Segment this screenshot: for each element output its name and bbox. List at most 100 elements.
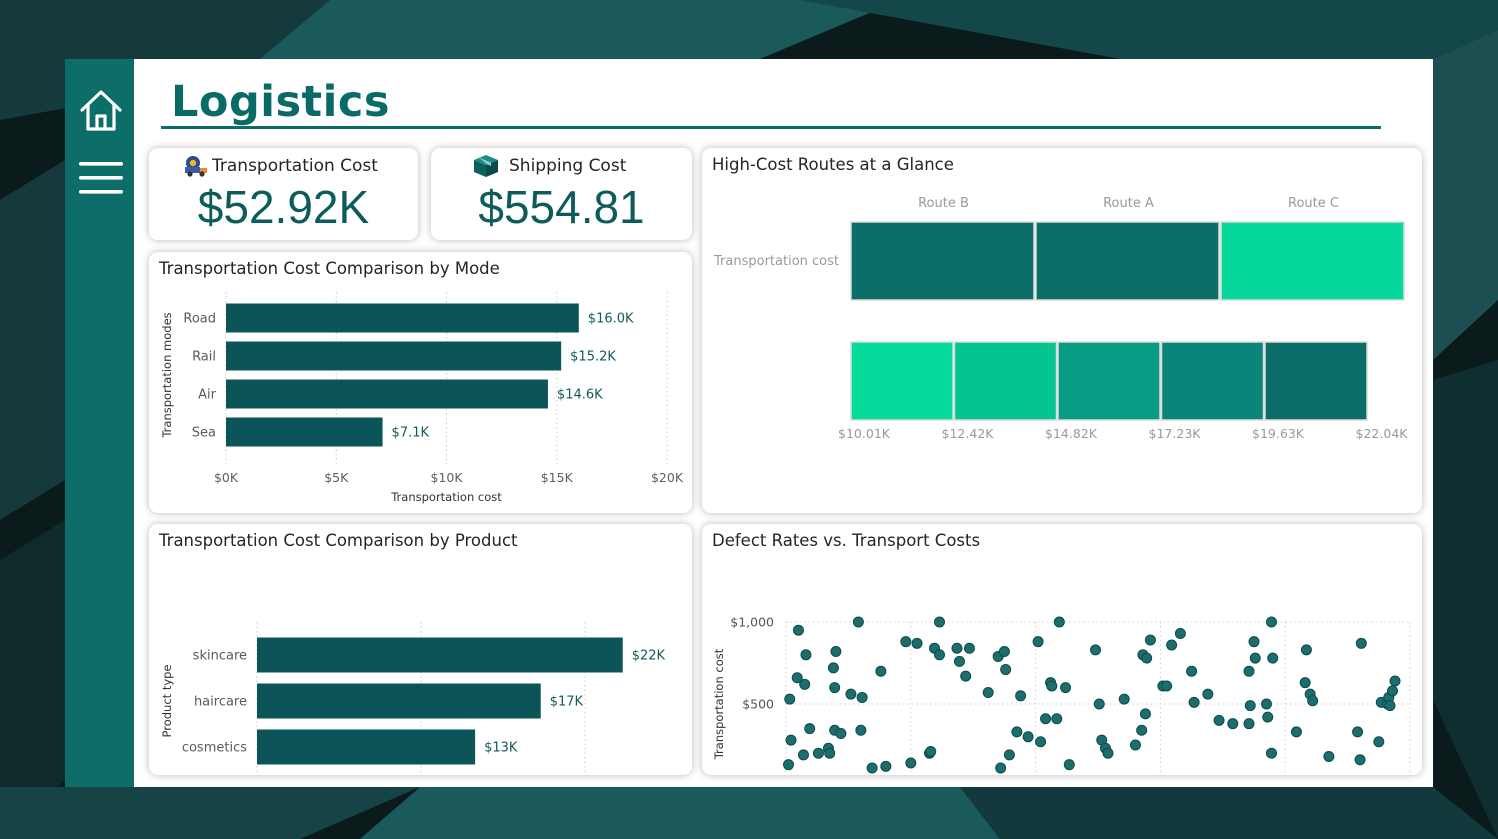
data-point: [1202, 688, 1214, 700]
kpi-label: Shipping Cost: [509, 156, 627, 176]
data-point: [905, 757, 917, 769]
data-point: [1139, 708, 1151, 720]
kpi-card-transportation-cost: Transportation Cost $52.92K: [149, 148, 418, 240]
chart-title: Transportation Cost Comparison by Mode: [159, 259, 500, 278]
data-point: [1387, 685, 1399, 697]
data-point: [797, 749, 809, 761]
data-point: [855, 724, 867, 736]
data-point: [784, 693, 796, 705]
data-point: [1032, 636, 1044, 648]
legend-swatch: [953, 341, 1058, 421]
x-tick-label: $0K: [214, 470, 239, 485]
data-point: [982, 687, 994, 699]
data-point: [1188, 696, 1200, 708]
data-point: [782, 759, 794, 771]
column-label: Route B: [918, 196, 969, 211]
column-label: Route C: [1288, 196, 1339, 211]
legend-swatch: [1057, 341, 1161, 421]
bar: [226, 341, 562, 371]
chart-card-routes: High-Cost Routes at a Glance Transportat…: [702, 148, 1422, 513]
defects-scatter-chart: 012345$0$500$1,000Defect ratesTransporta…: [712, 615, 1411, 775]
home-icon[interactable]: [79, 87, 123, 133]
data-point: [1290, 726, 1302, 738]
data-point: [829, 682, 841, 694]
legend-swatch: [1264, 341, 1368, 421]
y-tick-label: $1,000: [730, 615, 774, 630]
data-point: [799, 678, 811, 690]
data-point: [1015, 690, 1027, 702]
data-point: [875, 665, 887, 677]
kpi-value: $554.81: [478, 181, 645, 233]
y-axis-label: Transportation modes: [160, 312, 174, 438]
category-label: Road: [183, 312, 216, 327]
kpi-value: $52.92K: [197, 181, 370, 233]
data-point: [835, 728, 847, 740]
data-point: [1093, 698, 1105, 710]
chart-title: Transportation Cost Comparison by Produc…: [159, 531, 518, 550]
legend-swatch: [1160, 341, 1265, 421]
data-point: [1265, 747, 1277, 759]
data-label: $17K: [550, 695, 584, 710]
data-point: [1186, 665, 1198, 677]
data-point: [1243, 718, 1255, 730]
data-point: [804, 723, 816, 735]
chart-card-defects: Defect Rates vs. Transport Costs 012345$…: [702, 524, 1422, 775]
title-divider: [161, 126, 1381, 129]
data-point: [1267, 652, 1279, 664]
chart-card-product: Transportation Cost Comparison by Produc…: [149, 524, 692, 775]
mode-bar-chart: $0K $5K $10K $15K $20K Road $16.0K Rail $15.2K Ai…: [160, 292, 684, 504]
category-label: skincare: [193, 649, 247, 664]
page-title: Logistics: [171, 77, 390, 127]
data-point: [1022, 731, 1034, 743]
data-point: [1174, 627, 1186, 639]
data-point: [925, 746, 937, 758]
data-point: [792, 624, 804, 636]
data-point: [998, 646, 1010, 658]
data-point: [1244, 700, 1256, 712]
x-tick-label: $15K: [541, 470, 574, 485]
data-point: [934, 616, 946, 628]
x-tick-label: $10K: [430, 470, 463, 485]
data-point: [1090, 644, 1102, 656]
chart-card-mode: Transportation Cost Comparison by Mode $…: [149, 252, 692, 513]
data-point: [1373, 736, 1385, 748]
data-label: $13K: [484, 741, 518, 756]
category-label: cosmetics: [182, 741, 247, 756]
bar: [257, 637, 623, 673]
data-point: [1141, 652, 1153, 664]
data-point: [856, 691, 868, 703]
row-label: Transportation cost: [713, 254, 839, 269]
data-label: $7.1K: [392, 426, 430, 441]
y-axis-label: Transportation cost: [712, 648, 726, 760]
data-point: [824, 747, 836, 759]
category-label: haircare: [194, 695, 247, 710]
data-point: [1249, 652, 1261, 664]
data-point: [800, 649, 812, 661]
data-point: [1035, 736, 1047, 748]
category-label: Rail: [192, 350, 216, 365]
dashboard-frame: Logistics Transportation Cost $52.92K Sh…: [65, 59, 1433, 787]
data-point: [1102, 747, 1114, 759]
data-point: [866, 762, 878, 774]
data-point: [827, 662, 839, 674]
data-point: [1118, 693, 1130, 705]
delivery-truck-icon: [185, 156, 207, 177]
menu-icon[interactable]: [79, 161, 123, 195]
data-label: $22K: [632, 649, 666, 664]
data-point: [960, 670, 972, 682]
routes-heatmap: Transportation cost Route B Route A Route C…: [713, 196, 1409, 441]
data-point: [1166, 639, 1178, 651]
data-point: [880, 760, 892, 772]
data-point: [1040, 713, 1052, 725]
product-bar-chart: $0K$10K$20Kskincare$22Khaircare$17Kcosme…: [160, 622, 666, 775]
legend-tick-label: $22.04K: [1356, 426, 1409, 441]
sidebar: [65, 59, 134, 787]
data-label: $14.6K: [557, 388, 603, 403]
data-point: [1060, 682, 1072, 694]
data-point: [1352, 726, 1364, 738]
data-point: [1136, 724, 1148, 736]
data-point: [852, 616, 864, 628]
data-point: [1262, 711, 1274, 723]
data-point: [1053, 616, 1065, 628]
data-point: [951, 642, 963, 654]
